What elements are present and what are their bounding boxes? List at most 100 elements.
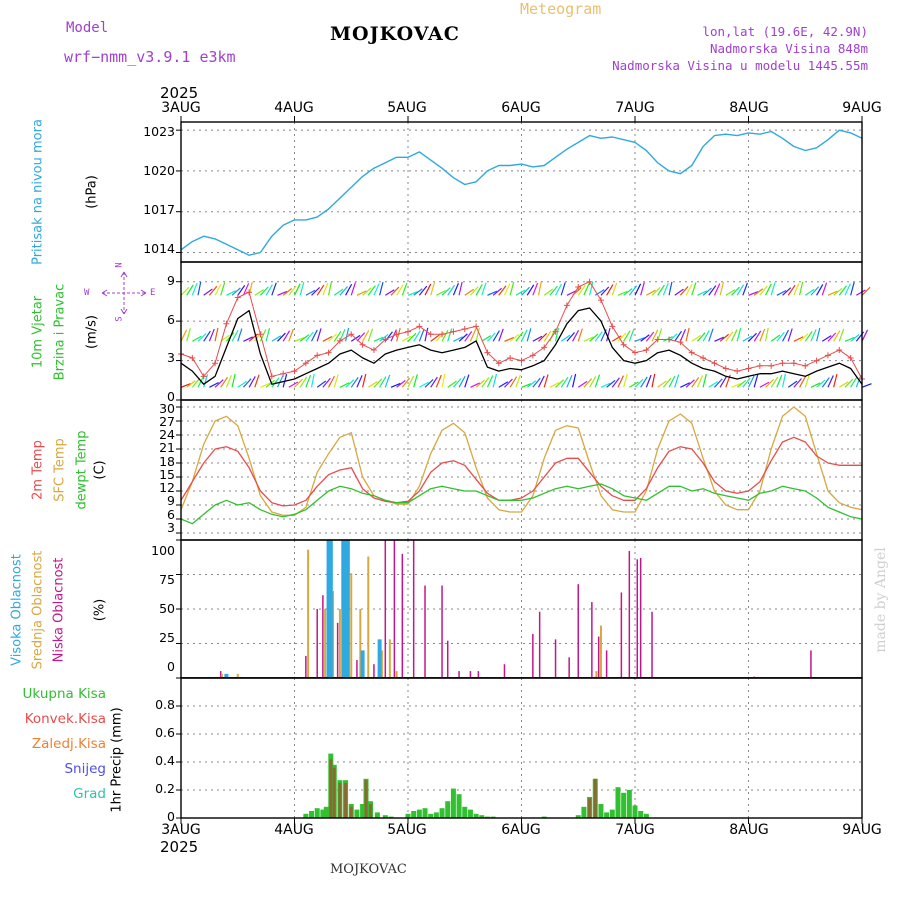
wind-barb	[748, 291, 759, 296]
wind-barb	[640, 334, 650, 342]
wind-barb	[430, 376, 438, 388]
cloud-low-bar	[458, 671, 460, 678]
tick-label: 1014	[143, 241, 175, 256]
date-label-top: 4AUG	[274, 100, 314, 116]
cloud-low-bar	[532, 633, 534, 678]
gust-marker	[416, 323, 423, 330]
wind-barb	[180, 286, 190, 296]
wind-barb	[844, 378, 854, 388]
gust-marker	[790, 360, 797, 367]
wind-barb	[498, 285, 507, 296]
cloud-low-bar	[597, 636, 600, 678]
wind-barb	[731, 382, 742, 388]
wind-barb	[787, 284, 796, 296]
wind-barb	[629, 381, 639, 388]
wind-barb	[589, 281, 594, 296]
wind-barb	[594, 289, 605, 296]
wind-barb	[265, 327, 271, 342]
wind-barb	[220, 282, 226, 296]
wind-barb	[850, 376, 858, 388]
precip-total-bar	[309, 811, 315, 818]
precip-total-bar	[388, 816, 394, 818]
wind-barb	[418, 285, 428, 296]
wind-barb	[299, 282, 305, 296]
precip-total-bar	[445, 801, 451, 818]
wind-barb	[396, 380, 406, 388]
gust-marker	[257, 331, 264, 338]
tick-label: 50	[159, 601, 175, 616]
wind-barb	[475, 284, 483, 296]
wind-barb	[730, 329, 738, 342]
year-label-bottom: 2025	[160, 838, 199, 856]
wind-barb	[600, 286, 610, 296]
wind-barb	[821, 282, 828, 296]
gust-marker	[427, 331, 434, 338]
wind-barb	[282, 330, 291, 342]
cloud-low-bar	[356, 660, 358, 678]
wind-barb	[447, 380, 457, 388]
wind-barb	[571, 373, 577, 388]
precip-total-bar	[439, 808, 445, 818]
wind-panel	[178, 278, 872, 388]
tick-label: 9	[167, 493, 175, 508]
gust-marker	[688, 349, 695, 356]
precip-total-bar	[604, 812, 610, 818]
cloud-mid-bar	[332, 591, 335, 678]
wind-barb	[537, 281, 542, 296]
tick-label: 6	[167, 507, 175, 522]
wind-barb	[861, 383, 872, 388]
wind-barb	[577, 380, 588, 388]
wind-barb	[390, 382, 401, 388]
wind-barb	[350, 377, 359, 388]
cloud-low-bar	[469, 671, 472, 678]
gust-marker	[700, 354, 707, 361]
cloud-mid-bar	[359, 609, 362, 678]
pressure-line	[180, 129, 863, 256]
wind-barb	[333, 330, 342, 342]
wind-barb	[776, 331, 785, 342]
precip-total-bar	[456, 794, 462, 818]
date-label-bottom: 7AUG	[615, 822, 655, 838]
gust-marker	[314, 352, 321, 359]
wind-barb	[770, 334, 781, 342]
wind-barb	[747, 375, 755, 388]
wind-barb	[453, 336, 463, 342]
gust-marker	[586, 278, 593, 285]
legend-snow: Snijeg	[64, 761, 106, 777]
cloud-low-bar	[373, 664, 375, 678]
gust-marker	[325, 349, 332, 356]
gust-marker	[847, 354, 854, 361]
wind-barb	[560, 376, 569, 388]
precip-total-bar	[354, 809, 360, 818]
wind-barb	[430, 334, 440, 342]
wind-barb	[464, 331, 473, 342]
cloud-mid-bar	[367, 556, 370, 678]
gust-marker	[359, 341, 366, 348]
wind-barb	[549, 285, 558, 296]
precip-total-bar	[638, 811, 644, 818]
wind-barb	[237, 380, 247, 388]
gust-marker	[824, 352, 831, 359]
wind-barb	[293, 283, 301, 296]
date-label-bottom: 8AUG	[729, 822, 769, 838]
wind-barb	[804, 331, 813, 342]
gust-marker	[768, 362, 775, 369]
wind-barb	[583, 336, 594, 342]
cloud-low-bar	[568, 657, 570, 678]
wind-barb	[543, 288, 554, 296]
wind-barb	[458, 333, 468, 342]
wind-barb	[538, 333, 548, 342]
cloud-low-bar	[441, 585, 443, 678]
wind-barb	[509, 282, 515, 296]
wind-barb	[583, 283, 590, 296]
cloud-high-bar	[345, 540, 350, 678]
precip-total-bar	[581, 806, 587, 818]
wind-barb	[254, 374, 260, 388]
cloud-low-bar	[393, 540, 396, 678]
wind-barb	[634, 378, 644, 388]
pressure-panel	[180, 129, 863, 256]
wind-barb	[810, 286, 820, 296]
tick-label: 75	[159, 572, 175, 587]
wind-barb	[356, 375, 363, 388]
wind-barb	[384, 374, 391, 388]
